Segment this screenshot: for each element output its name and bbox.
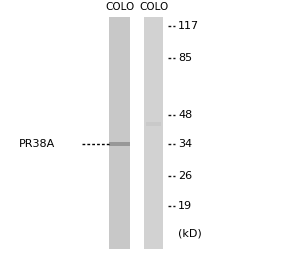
Text: 34: 34 [178, 139, 192, 149]
Text: 48: 48 [178, 110, 192, 120]
Bar [109, 17, 130, 249]
Bar [146, 122, 161, 126]
Text: 85: 85 [178, 53, 192, 63]
Text: 26: 26 [178, 171, 192, 181]
Text: COLO: COLO [140, 2, 169, 12]
Text: 19: 19 [178, 201, 192, 211]
Bar [144, 17, 163, 249]
Text: PR38A: PR38A [19, 139, 55, 149]
Text: (kD): (kD) [178, 229, 202, 239]
Text: COLO: COLO [106, 2, 135, 12]
Text: 117: 117 [178, 21, 200, 31]
Bar [109, 142, 130, 146]
